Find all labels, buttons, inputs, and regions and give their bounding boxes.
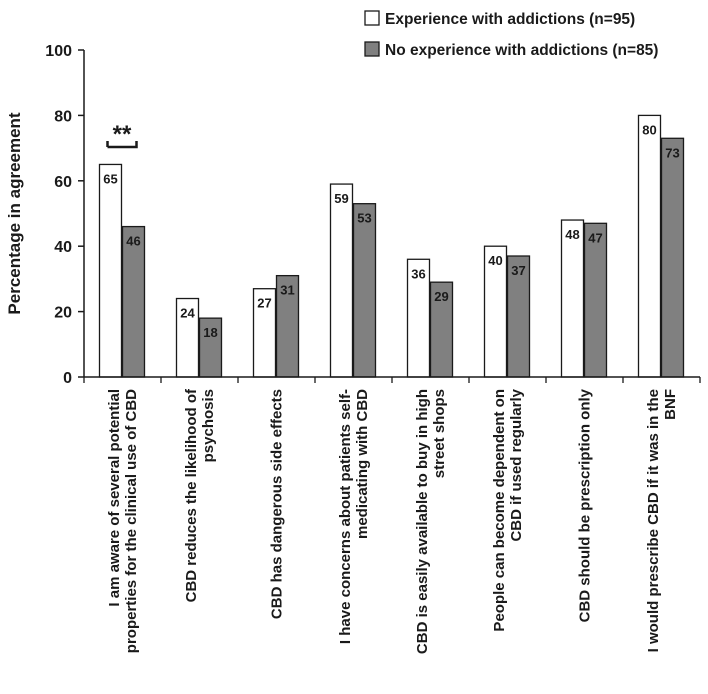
bar-no-experience-0 — [121, 225, 146, 378]
category-label-line: People can become dependent on — [491, 389, 508, 632]
data-label-no-experience-3: 53 — [357, 211, 371, 226]
y-axis: 0 20 40 60 80 100 Percentage in agreement — [5, 43, 85, 387]
bar-no-experience-6 — [583, 222, 608, 378]
category-label-line: CBD is easily available to buy in high — [414, 389, 431, 654]
data-label-experience-1: 24 — [180, 306, 195, 321]
bar-no-experience-7 — [660, 137, 685, 378]
category-label-7: I would prescribe CBD if it was in the BN… — [645, 389, 679, 652]
data-label-experience-6: 48 — [565, 227, 579, 242]
y-tick-label: 40 — [54, 239, 72, 256]
data-label-experience-7: 80 — [642, 122, 656, 137]
legend-label-1: No experience with addictions (n=85) — [385, 42, 658, 59]
category-label-4: CBD is easily available to buy in high st… — [414, 389, 448, 654]
y-tick-label: 20 — [54, 305, 72, 322]
category-label-3: I have concerns about patients self-medi… — [337, 389, 371, 644]
data-label-experience-0: 65 — [103, 171, 117, 186]
bar-experience-6 — [560, 219, 585, 378]
significance-bracket — [106, 141, 138, 149]
y-tick-label: 60 — [54, 174, 72, 191]
annotations: ** — [106, 121, 138, 149]
category-label-line: CBD if used regularly — [508, 388, 525, 541]
bar-experience-7 — [637, 114, 662, 378]
y-tick-label: 0 — [63, 370, 72, 387]
category-label-line: medicating with CBD — [354, 389, 371, 539]
x-axis: I am aware of several potential propertie… — [83, 376, 701, 654]
bar-no-experience-3 — [352, 203, 377, 378]
category-label-5: People can become dependent on CBD if use… — [491, 388, 525, 631]
category-label-line: I have concerns about patients self- — [337, 389, 354, 644]
data-label-no-experience-6: 47 — [588, 230, 602, 245]
data-label-no-experience-4: 29 — [434, 289, 448, 304]
y-axis-title: Percentage in agreement — [5, 112, 24, 315]
legend: Experience with addictions (n=95) No expe… — [364, 10, 658, 59]
category-label-line: psychosis — [200, 389, 217, 462]
category-label-line: I would prescribe CBD if it was in the — [645, 389, 662, 652]
category-label-line: CBD has dangerous side effects — [269, 389, 286, 619]
data-label-no-experience-1: 18 — [203, 325, 217, 340]
bar-experience-0 — [98, 163, 123, 378]
data-label-experience-3: 59 — [334, 191, 348, 206]
category-label-1: CBD reduces the likelihood of psychosis — [183, 388, 217, 602]
data-label-no-experience-5: 37 — [511, 263, 525, 278]
bars: 65 46 24 18 27 31 59 53 36 29 40 37 48 47 80 73 — [98, 114, 685, 378]
category-label-line: BNF — [662, 389, 679, 420]
y-tick-label: 80 — [54, 108, 72, 125]
data-label-no-experience-2: 31 — [280, 283, 294, 298]
significance-stars: ** — [113, 121, 132, 148]
category-label-line: I am aware of several potential — [106, 389, 123, 607]
data-label-no-experience-7: 73 — [665, 145, 679, 160]
category-label-line: properties for the clinical use of CBD — [123, 389, 140, 653]
bar-experience-3 — [329, 183, 354, 378]
data-label-experience-4: 36 — [411, 266, 425, 281]
category-label-2: CBD has dangerous side effects — [269, 389, 286, 619]
legend-swatch-1 — [364, 41, 380, 57]
data-label-no-experience-0: 46 — [126, 234, 140, 249]
y-tick-label: 100 — [45, 43, 72, 60]
category-label-line: CBD should be prescription only — [577, 388, 594, 622]
category-label-line: street shops — [431, 389, 448, 478]
data-label-experience-5: 40 — [488, 253, 502, 268]
legend-label-0: Experience with addictions (n=95) — [385, 11, 635, 28]
data-label-experience-2: 27 — [257, 296, 271, 311]
category-label-6: CBD should be prescription only — [577, 388, 594, 622]
category-label-0: I am aware of several potential propertie… — [106, 389, 140, 653]
category-label-line: CBD reduces the likelihood of — [183, 388, 200, 602]
legend-swatch-0 — [364, 10, 380, 26]
